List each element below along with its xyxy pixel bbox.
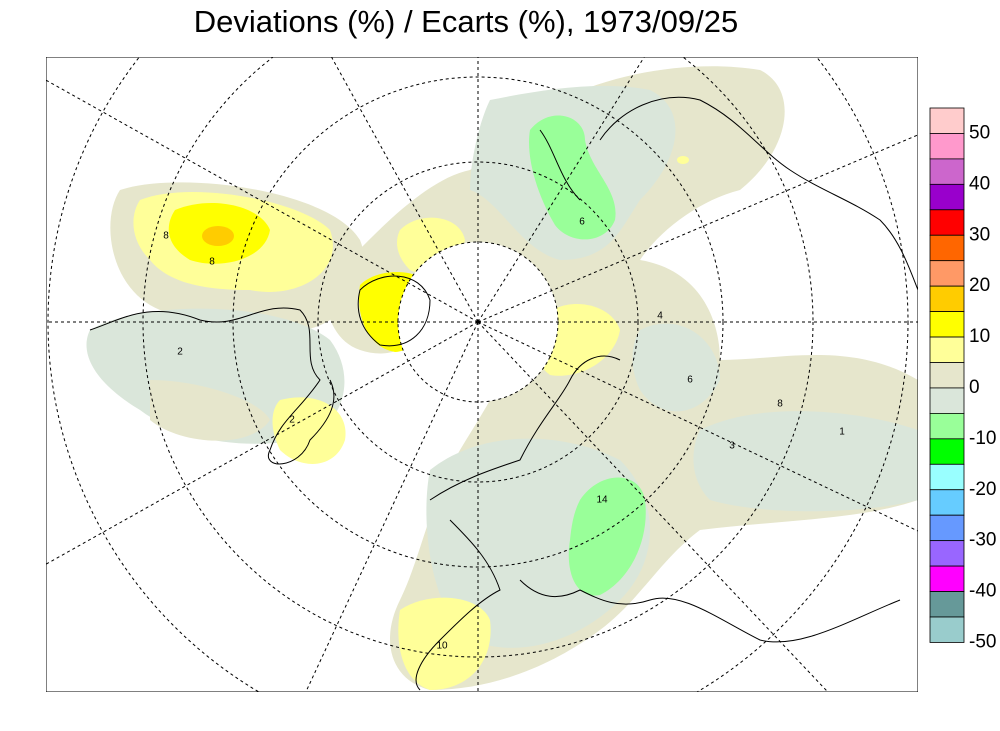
contour-label: 8 xyxy=(777,399,783,410)
contour-label: 4 xyxy=(657,311,663,322)
legend-swatch xyxy=(929,438,965,465)
contour-label: 6 xyxy=(687,375,693,386)
contour-label: 6 xyxy=(579,217,585,228)
color-legend: 50 40 30 20 10 0 -10 -20 -30 -40 -50 xyxy=(929,107,996,652)
legend-swatch xyxy=(929,565,965,592)
legend-swatch xyxy=(929,260,965,287)
legend-swatch xyxy=(929,514,965,542)
legend-swatch xyxy=(929,183,965,211)
legend-swatch xyxy=(929,133,965,160)
legend-tick-label: 20 xyxy=(969,275,990,296)
legend-tick-label: -10 xyxy=(969,428,996,449)
legend-swatch xyxy=(929,285,965,312)
legend-tick-label: 10 xyxy=(969,326,990,347)
legend-swatch xyxy=(929,540,965,567)
legend-swatch xyxy=(929,591,965,618)
contour-label: 14 xyxy=(596,495,608,506)
legend-swatch xyxy=(929,158,965,185)
contour-label: 3 xyxy=(729,441,735,452)
legend-tick-label: 50 xyxy=(969,122,990,143)
legend-tick-label: 40 xyxy=(969,173,990,194)
legend-swatch xyxy=(929,387,965,414)
contour-label: 8 xyxy=(163,231,169,242)
legend-tick-label: -20 xyxy=(969,479,996,500)
legend-swatch xyxy=(929,463,965,491)
legend-swatch xyxy=(929,412,965,440)
legend-swatch xyxy=(929,362,965,389)
legend-swatch xyxy=(929,209,965,236)
contour-label: 10 xyxy=(436,641,448,652)
contour-label: 2 xyxy=(289,415,295,426)
legend-tick-label: -30 xyxy=(969,530,996,551)
map-title: Deviations (%) / Ecarts (%), 1973/09/25 xyxy=(194,4,738,39)
legend-swatch xyxy=(929,616,965,643)
contour-label: 2 xyxy=(177,347,183,358)
legend-swatch xyxy=(929,489,965,516)
contour-label: 8 xyxy=(209,257,215,268)
legend-swatch xyxy=(929,311,965,338)
legend-tick-label: -40 xyxy=(969,581,996,602)
legend-swatch xyxy=(929,107,965,134)
legend-tick-label: -50 xyxy=(969,631,996,652)
legend-swatch xyxy=(929,234,965,262)
contour-label: 1 xyxy=(839,427,845,438)
legend-swatch xyxy=(929,336,965,363)
legend-tick-label: 0 xyxy=(969,377,980,398)
legend-tick-label: 30 xyxy=(969,224,990,245)
